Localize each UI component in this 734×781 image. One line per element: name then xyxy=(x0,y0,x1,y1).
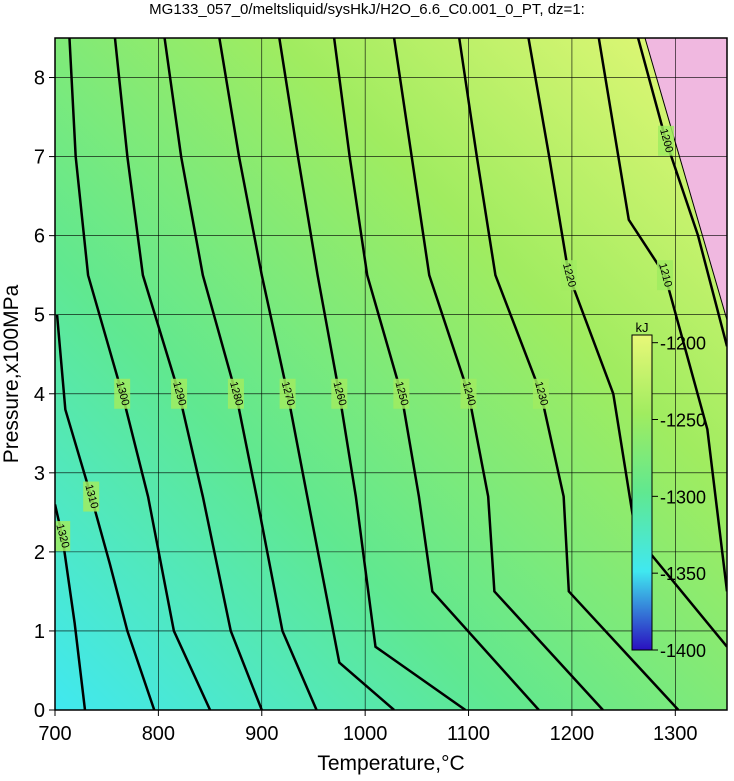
contour-label-bg xyxy=(656,260,673,291)
contour-label-bg xyxy=(55,521,71,552)
colorbar xyxy=(631,334,653,651)
x-tick-label: 1000 xyxy=(343,723,388,745)
x-tick-label: 1200 xyxy=(550,723,595,745)
contour-label-bg xyxy=(460,378,477,409)
contour-line xyxy=(55,504,87,710)
chart-title: MG133_057_0/meltsliquid/sysHkJ/H2O_6.6_C… xyxy=(149,1,585,18)
x-tick-label: 900 xyxy=(245,723,278,745)
colorbar-tick-label: -1200 xyxy=(660,334,706,354)
x-tick-label: 1100 xyxy=(447,723,490,745)
y-tick-label: 5 xyxy=(34,305,45,327)
x-tick-label: 800 xyxy=(142,723,175,745)
contour-label-bg xyxy=(171,378,188,409)
contour-line xyxy=(636,38,727,347)
plot-frame xyxy=(54,37,728,711)
y-tick-label: 8 xyxy=(34,68,45,90)
y-tick-label: 6 xyxy=(34,226,45,248)
contour-label-bg xyxy=(227,378,244,409)
y-tick-label: 0 xyxy=(34,700,45,722)
contour-label-bg xyxy=(532,378,549,409)
colorbar-label: kJ xyxy=(636,320,649,335)
y-tick-label: 1 xyxy=(34,621,45,643)
contour-label-bg xyxy=(83,481,100,512)
y-axis-label: Pressure,x100MPa xyxy=(0,284,23,463)
colorbar-tick-label: -1300 xyxy=(660,487,706,507)
y-tick-label: 2 xyxy=(34,542,45,564)
colorbar-tick-label: -1400 xyxy=(660,641,706,661)
x-tick-label: 700 xyxy=(38,723,71,745)
contour-label-bg xyxy=(658,125,675,156)
contour-label-bg xyxy=(279,378,296,409)
colorbar-tick-label: -1250 xyxy=(660,411,706,431)
contour-line xyxy=(55,314,156,710)
y-tick-label: 7 xyxy=(34,147,45,169)
x-axis-label: Temperature,°C xyxy=(317,752,464,775)
contour-label-bg xyxy=(560,260,577,291)
contour-label: 1320 xyxy=(53,523,71,550)
contour-label-bg xyxy=(393,378,410,409)
contour-label-bg xyxy=(114,378,131,409)
plot-background xyxy=(55,38,727,710)
y-tick-label: 4 xyxy=(34,384,45,406)
colorbar-tick-label: -1350 xyxy=(660,564,706,584)
y-tick-label: 3 xyxy=(34,463,45,485)
x-tick-label: 1300 xyxy=(653,723,698,745)
contour-label-bg xyxy=(331,378,348,409)
